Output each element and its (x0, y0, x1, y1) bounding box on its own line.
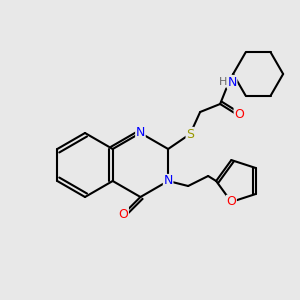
Text: N: N (136, 127, 145, 140)
Text: O: O (118, 208, 128, 220)
Text: S: S (186, 128, 194, 140)
Text: N: N (227, 76, 237, 88)
Text: O: O (226, 195, 236, 208)
Text: O: O (234, 107, 244, 121)
Text: N: N (164, 175, 173, 188)
Text: H: H (219, 77, 227, 87)
